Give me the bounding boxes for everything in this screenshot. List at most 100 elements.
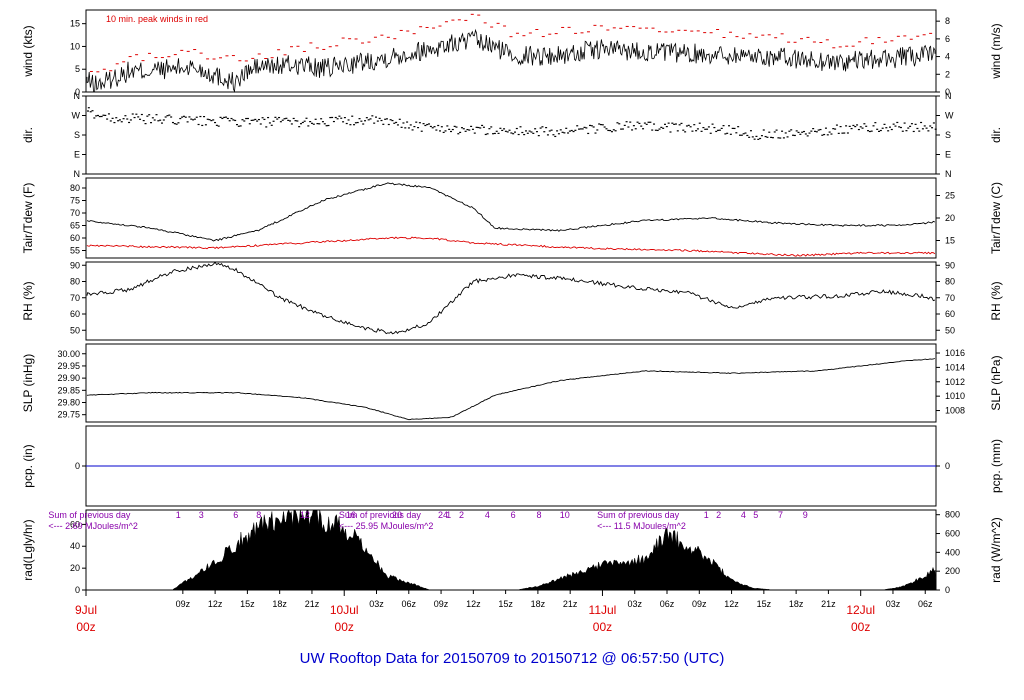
direction-point: [550, 129, 553, 131]
right-tick-label-slp: 1016: [945, 348, 965, 358]
direction-point: [804, 133, 807, 135]
direction-point: [334, 116, 337, 119]
panel-frame-wind: [85, 9, 937, 93]
direction-point: [263, 118, 266, 121]
direction-point: [157, 120, 160, 122]
direction-point: [631, 129, 634, 131]
direction-point: [892, 123, 895, 125]
direction-point: [139, 118, 142, 120]
direction-point: [250, 119, 253, 121]
direction-point: [199, 115, 202, 118]
direction-point: [647, 121, 650, 123]
direction-point: [777, 137, 780, 139]
direction-point: [128, 121, 131, 124]
direction-point: [504, 130, 507, 132]
direction-point: [598, 123, 601, 125]
direction-point: [360, 120, 363, 122]
direction-point: [98, 115, 101, 118]
direction-point: [748, 136, 751, 138]
direction-point: [696, 128, 699, 130]
direction-point: [627, 126, 630, 128]
direction-point: [788, 130, 791, 132]
left-tick-label-pcp: 0: [75, 461, 80, 471]
direction-point: [296, 120, 299, 122]
sun-hour-marker: 3: [199, 510, 204, 520]
direction-point: [859, 126, 862, 128]
right-tick-label-rh: 50: [945, 325, 955, 335]
direction-point: [287, 119, 290, 121]
direction-point: [133, 116, 136, 119]
temp-series-air: [86, 182, 936, 242]
direction-point: [459, 131, 462, 134]
direction-point: [265, 126, 268, 128]
left-tick-label-rh: 70: [70, 293, 80, 303]
direction-point: [369, 118, 372, 120]
right-tick-label-rh: 90: [945, 260, 955, 270]
direction-point: [912, 130, 915, 133]
direction-point: [254, 118, 257, 121]
direction-point: [506, 131, 509, 133]
direction-point: [435, 129, 438, 131]
direction-point: [160, 122, 163, 124]
direction-point: [181, 116, 184, 118]
time-tick-label: 09z: [692, 599, 707, 609]
direction-point: [117, 120, 120, 122]
right-tick-label-rad: 400: [945, 547, 960, 557]
direction-point: [151, 117, 154, 119]
direction-point: [556, 130, 559, 132]
left-tick-label-temp: 65: [70, 221, 80, 231]
direction-point: [164, 116, 167, 118]
direction-point: [451, 128, 454, 131]
direction-point: [495, 130, 498, 132]
direction-point: [488, 128, 491, 130]
direction-point: [541, 126, 544, 128]
direction-point: [464, 130, 467, 132]
direction-point: [863, 123, 866, 125]
right-tick-label-wind: 6: [945, 34, 950, 44]
time-tick-label: 18z: [531, 599, 546, 609]
direction-point: [587, 132, 590, 135]
direction-point: [883, 123, 886, 125]
direction-point: [872, 125, 875, 127]
direction-point: [528, 130, 531, 132]
left-tick-label-wind: 5: [75, 64, 80, 74]
direction-point: [106, 118, 109, 120]
direction-point: [482, 126, 485, 128]
direction-point: [852, 124, 855, 127]
direction-point: [524, 130, 527, 132]
direction-point: [653, 123, 656, 125]
direction-point: [713, 126, 716, 129]
direction-point: [195, 116, 198, 118]
direction-point: [559, 129, 562, 131]
radiation-note-value: <--- 25.95 MJoules/m^2: [339, 521, 434, 531]
direction-point: [793, 134, 796, 137]
direction-point: [594, 132, 597, 134]
direction-point: [740, 134, 743, 136]
direction-point: [671, 122, 674, 124]
direction-point: [380, 119, 383, 122]
direction-point: [281, 119, 284, 121]
direction-point: [301, 121, 304, 124]
left-tick-label-slp: 29.80: [57, 398, 80, 408]
temp-series-dew: [86, 236, 936, 257]
radiation-note-title: Sum of previous day: [339, 510, 422, 520]
direction-point: [153, 119, 156, 121]
direction-point: [888, 126, 891, 128]
time-tick-label: 21z: [563, 599, 578, 609]
left-tick-label-slp: 29.85: [57, 385, 80, 395]
right-tick-label-rh: 60: [945, 309, 955, 319]
direction-point: [228, 120, 231, 122]
direction-point: [744, 132, 747, 134]
day-label-date: 11Jul: [589, 603, 617, 617]
left-tick-label-dir: S: [74, 130, 80, 140]
direction-point: [510, 132, 513, 134]
direction-point: [440, 126, 443, 128]
sun-hour-marker: 1: [704, 510, 709, 520]
direction-point: [142, 119, 145, 122]
direction-point: [746, 134, 749, 137]
direction-point: [563, 132, 566, 134]
time-tick-label: 03z: [886, 599, 901, 609]
direction-point: [885, 127, 888, 129]
direction-point: [645, 123, 648, 125]
direction-point: [592, 126, 595, 128]
